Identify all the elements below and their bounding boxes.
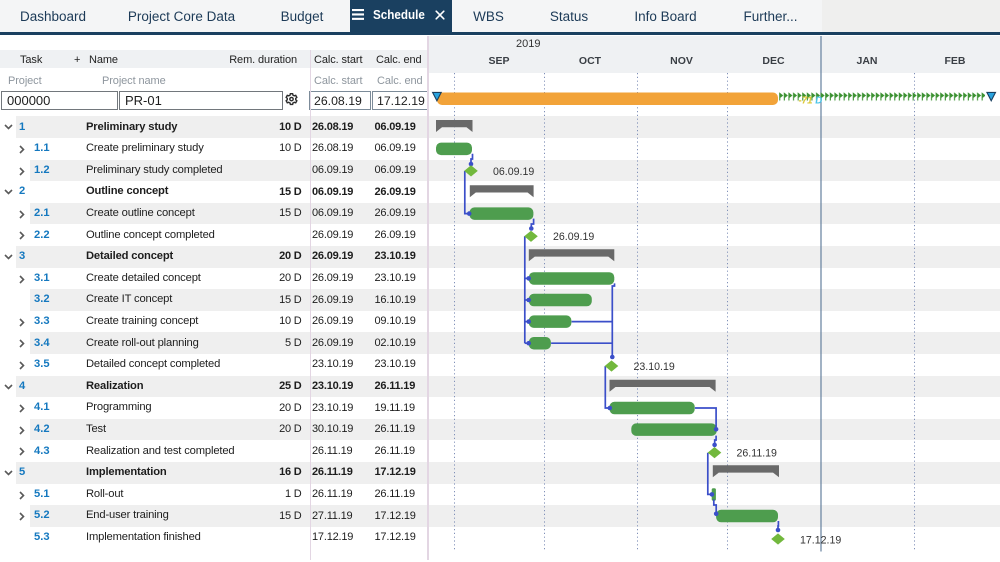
svg-text:17.12.19: 17.12.19 bbox=[800, 534, 841, 546]
svg-text:-71 D: -71 D bbox=[799, 96, 823, 107]
svg-text:23.10.19: 23.10.19 bbox=[634, 361, 675, 373]
svg-text:26.09.19: 26.09.19 bbox=[553, 231, 594, 243]
svg-text:26.11.19: 26.11.19 bbox=[737, 448, 778, 460]
svg-text:06.09.19: 06.09.19 bbox=[493, 166, 534, 178]
